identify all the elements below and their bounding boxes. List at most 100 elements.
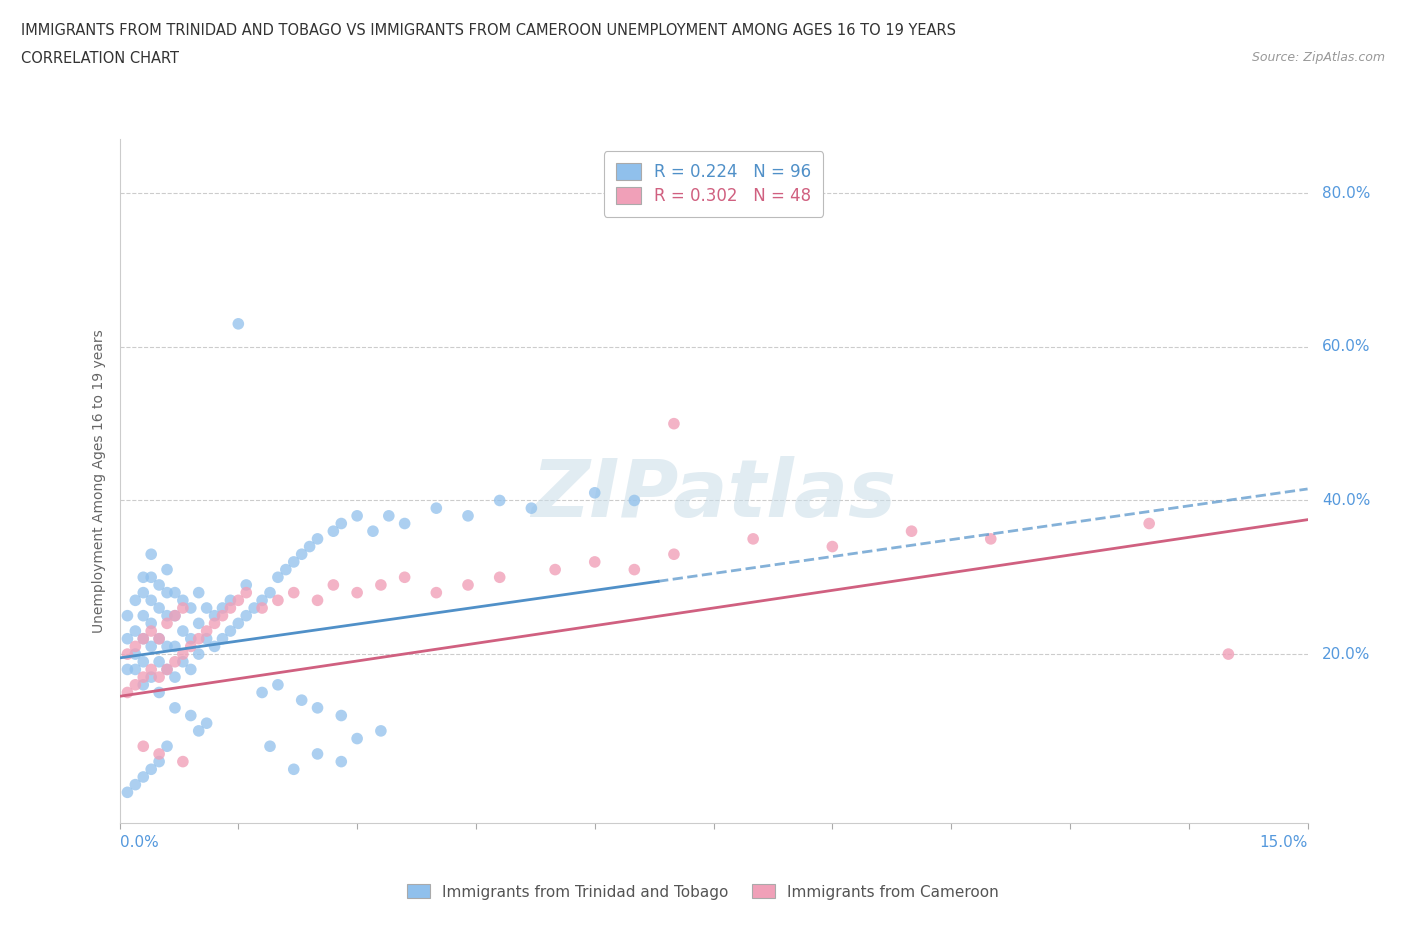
Point bbox=[117, 785, 139, 800]
Point bbox=[307, 531, 329, 546]
Point bbox=[330, 708, 353, 723]
Point bbox=[132, 670, 155, 684]
Point bbox=[141, 639, 163, 654]
Point bbox=[195, 716, 218, 731]
Point bbox=[228, 593, 250, 608]
Point bbox=[195, 631, 218, 646]
Point bbox=[195, 601, 218, 616]
Point bbox=[307, 700, 329, 715]
Point bbox=[148, 685, 170, 700]
Point bbox=[544, 562, 567, 577]
Point bbox=[156, 608, 179, 623]
Point bbox=[228, 616, 250, 631]
Point bbox=[235, 585, 257, 600]
Text: 0.0%: 0.0% bbox=[120, 835, 159, 850]
Point bbox=[219, 624, 242, 639]
Point bbox=[180, 601, 202, 616]
Point bbox=[330, 754, 353, 769]
Point bbox=[457, 578, 479, 592]
Point bbox=[980, 531, 1002, 546]
Point bbox=[117, 685, 139, 700]
Point bbox=[330, 516, 353, 531]
Point bbox=[141, 570, 163, 585]
Point bbox=[163, 655, 186, 670]
Point bbox=[132, 585, 155, 600]
Point bbox=[195, 624, 218, 639]
Point bbox=[156, 662, 179, 677]
Point bbox=[425, 585, 447, 600]
Point bbox=[148, 631, 170, 646]
Point bbox=[662, 547, 685, 562]
Point bbox=[132, 677, 155, 692]
Point bbox=[267, 593, 290, 608]
Text: ZIPatlas: ZIPatlas bbox=[531, 456, 896, 534]
Point bbox=[623, 562, 645, 577]
Point bbox=[250, 593, 273, 608]
Point bbox=[132, 769, 155, 784]
Point bbox=[172, 601, 194, 616]
Point bbox=[163, 700, 186, 715]
Point bbox=[132, 608, 155, 623]
Point bbox=[488, 493, 510, 508]
Point bbox=[187, 631, 209, 646]
Point bbox=[163, 608, 186, 623]
Point bbox=[187, 585, 209, 600]
Point bbox=[180, 639, 202, 654]
Point bbox=[141, 662, 163, 677]
Text: 60.0%: 60.0% bbox=[1322, 339, 1371, 354]
Point bbox=[583, 554, 606, 569]
Point bbox=[156, 738, 179, 753]
Point bbox=[346, 731, 368, 746]
Point bbox=[283, 585, 305, 600]
Point bbox=[132, 738, 155, 753]
Text: 80.0%: 80.0% bbox=[1322, 186, 1371, 201]
Point bbox=[322, 524, 344, 538]
Point bbox=[148, 747, 170, 762]
Point bbox=[148, 601, 170, 616]
Point bbox=[148, 631, 170, 646]
Point bbox=[163, 585, 186, 600]
Point bbox=[662, 417, 685, 432]
Point bbox=[250, 601, 273, 616]
Point bbox=[1137, 516, 1160, 531]
Point bbox=[124, 624, 146, 639]
Point bbox=[211, 601, 233, 616]
Point bbox=[307, 747, 329, 762]
Point bbox=[180, 708, 202, 723]
Point bbox=[124, 677, 146, 692]
Point bbox=[172, 655, 194, 670]
Point bbox=[228, 316, 250, 331]
Y-axis label: Unemployment Among Ages 16 to 19 years: Unemployment Among Ages 16 to 19 years bbox=[93, 329, 107, 633]
Point bbox=[163, 670, 186, 684]
Point bbox=[132, 631, 155, 646]
Point bbox=[141, 616, 163, 631]
Point bbox=[124, 593, 146, 608]
Point bbox=[1218, 646, 1240, 661]
Point bbox=[141, 670, 163, 684]
Point bbox=[117, 631, 139, 646]
Point bbox=[267, 570, 290, 585]
Point bbox=[117, 662, 139, 677]
Text: 15.0%: 15.0% bbox=[1260, 835, 1308, 850]
Point bbox=[298, 539, 321, 554]
Point bbox=[394, 570, 416, 585]
Point bbox=[187, 616, 209, 631]
Point bbox=[172, 624, 194, 639]
Point bbox=[141, 624, 163, 639]
Text: 40.0%: 40.0% bbox=[1322, 493, 1371, 508]
Point bbox=[180, 631, 202, 646]
Legend: R = 0.224   N = 96, R = 0.302   N = 48: R = 0.224 N = 96, R = 0.302 N = 48 bbox=[605, 152, 823, 217]
Point bbox=[346, 509, 368, 524]
Point bbox=[148, 754, 170, 769]
Point bbox=[291, 547, 314, 562]
Point bbox=[370, 578, 392, 592]
Point bbox=[132, 570, 155, 585]
Point bbox=[235, 608, 257, 623]
Point bbox=[124, 639, 146, 654]
Point bbox=[235, 578, 257, 592]
Point bbox=[583, 485, 606, 500]
Point bbox=[211, 631, 233, 646]
Point bbox=[243, 601, 266, 616]
Point bbox=[250, 685, 273, 700]
Text: 20.0%: 20.0% bbox=[1322, 646, 1371, 661]
